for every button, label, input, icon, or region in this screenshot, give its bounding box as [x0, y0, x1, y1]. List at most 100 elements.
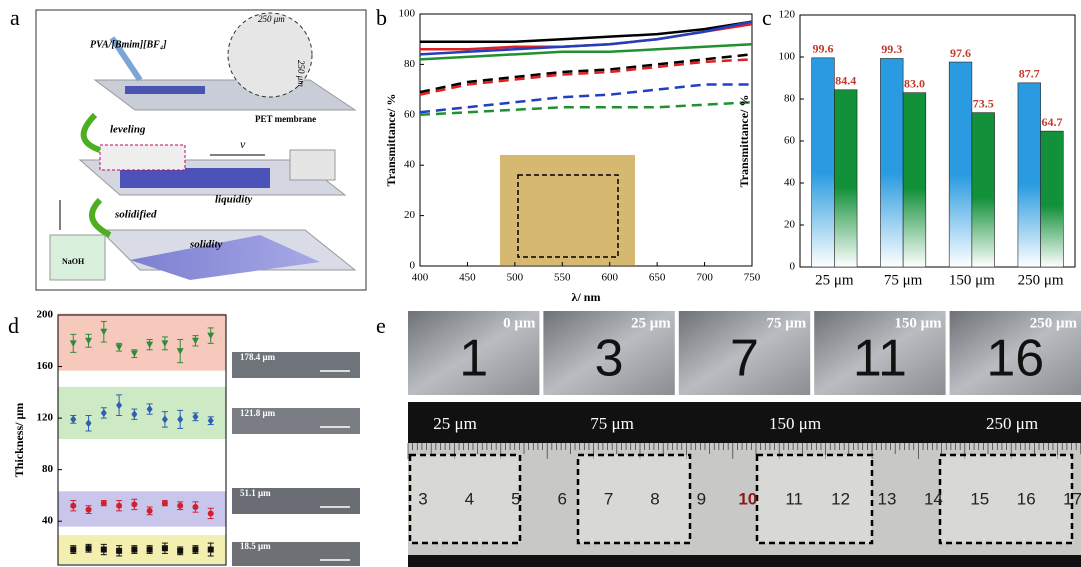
x-tick-label: 650: [649, 272, 666, 284]
bar: [880, 58, 903, 267]
ruler-number: 10: [738, 489, 757, 508]
ruler-label: 75 μm: [590, 414, 634, 433]
tile-thickness: 25 μm: [631, 315, 671, 331]
marker: [116, 548, 122, 554]
bar: [903, 93, 926, 267]
tile-thickness: 0 μm: [503, 315, 536, 331]
ruler-number: 17: [1063, 489, 1081, 508]
panel-letter: b: [376, 5, 387, 30]
marker: [101, 547, 107, 553]
y-tick-label: 80: [42, 463, 54, 475]
marker: [147, 547, 153, 553]
value-label: 73.5: [973, 96, 994, 110]
y-tick-label: 0: [790, 261, 796, 273]
x-tick-label: 450: [459, 272, 476, 284]
x-tick-label: 400: [412, 272, 429, 284]
bar: [812, 58, 835, 267]
tile-number: 7: [730, 330, 759, 388]
y-axis-label: Thickness/ μm: [12, 403, 26, 477]
ruler-number: 11: [785, 489, 803, 508]
marker: [70, 503, 76, 509]
marker: [177, 503, 183, 509]
marker: [162, 545, 168, 551]
tile-number: 3: [595, 330, 624, 388]
liquid: [120, 168, 270, 188]
bar: [1041, 131, 1064, 267]
value-label: 99.6: [813, 42, 834, 56]
label: v: [240, 137, 246, 151]
y-tick-label: 120: [779, 9, 796, 21]
y-tick-label: 40: [42, 515, 54, 527]
panel-letter: d: [8, 313, 19, 338]
value-label: 87.7: [1019, 67, 1040, 81]
x-tick-label: 250 μm: [1018, 272, 1064, 288]
ruler-number: 4: [465, 489, 474, 508]
panel-letter: e: [376, 313, 386, 338]
label: liquidity: [215, 194, 252, 206]
marker: [192, 504, 198, 510]
tile-number: 1: [459, 330, 488, 388]
ruler-number: 9: [697, 489, 706, 508]
x-tick-label: 150 μm: [949, 272, 995, 288]
label: solidified: [114, 209, 157, 221]
ruler-number: 16: [1017, 489, 1036, 508]
annotation: 51.1 μm: [240, 488, 271, 498]
sample-frame: [578, 455, 690, 543]
label: solidity: [189, 239, 223, 251]
y-tick-label: 20: [404, 209, 416, 221]
bar: [834, 90, 857, 267]
annotation: 18.5 μm: [240, 541, 271, 551]
label: leveling: [110, 124, 146, 136]
band: [58, 535, 226, 564]
x-tick-label: 600: [601, 272, 618, 284]
x-tick-label: 700: [696, 272, 713, 284]
marker: [208, 547, 214, 553]
bar: [949, 62, 972, 267]
value-label: 84.4: [835, 74, 856, 88]
y-tick-label: 200: [37, 309, 54, 321]
value-label: 97.6: [950, 46, 971, 60]
y-tick-label: 160: [37, 360, 54, 372]
marker: [162, 500, 168, 506]
sample-frame: [757, 455, 872, 543]
line: [420, 59, 752, 94]
ruler-number: 5: [511, 489, 520, 508]
label: NaOH: [62, 257, 85, 266]
y-tick-label: 40: [784, 177, 796, 189]
marker: [86, 507, 92, 513]
sample-frame: [940, 455, 1072, 543]
x-tick-label: 75 μm: [884, 272, 923, 288]
value-label: 99.3: [881, 42, 902, 56]
blade: [100, 145, 185, 170]
label: PVA/[Bmim][BF₄]: [90, 39, 167, 50]
marker: [116, 503, 122, 509]
marker: [177, 548, 183, 554]
tile-thickness: 75 μm: [766, 315, 806, 331]
line: [420, 102, 752, 115]
marker: [131, 501, 137, 507]
marker: [101, 500, 107, 506]
label: PET membrane: [255, 114, 316, 124]
y-tick-label: 60: [784, 135, 796, 147]
ruler-number: 7: [604, 489, 613, 508]
marker: [86, 545, 92, 551]
marker: [131, 547, 137, 553]
y-tick-label: 100: [399, 8, 416, 20]
membrane: [95, 80, 355, 110]
ruler-number: 6: [557, 489, 566, 508]
y-tick-label: 80: [784, 93, 796, 105]
ruler-number: 8: [650, 489, 659, 508]
bar: [1018, 83, 1041, 267]
marker: [208, 510, 214, 516]
bar: [972, 113, 995, 267]
y-tick-label: 120: [37, 412, 54, 424]
tile-number: 11: [853, 330, 907, 388]
panel-letter: c: [762, 5, 772, 30]
label: 250 μm: [296, 60, 306, 87]
y-tick-label: 0: [410, 260, 416, 272]
coating: [125, 86, 205, 94]
panel-letter: a: [10, 5, 20, 30]
ruler-number: 3: [418, 489, 427, 508]
ruler-label: 25 μm: [433, 414, 477, 433]
x-axis-label: λ/ nm: [572, 290, 601, 304]
